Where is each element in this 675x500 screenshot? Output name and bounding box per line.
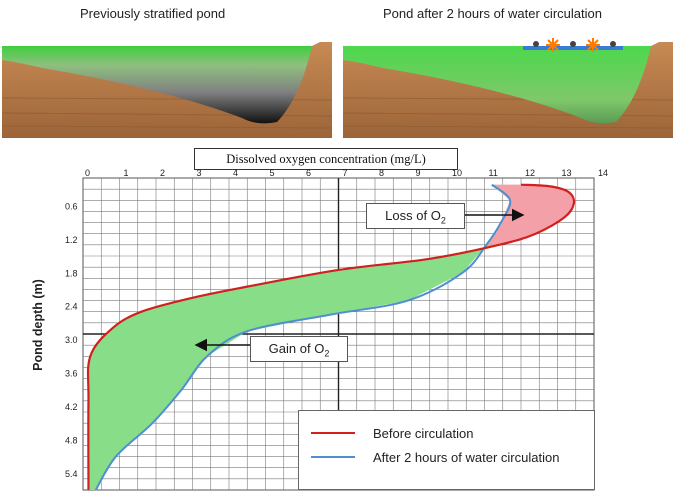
x-tick-label: 14 [598,168,608,178]
right-panel-title: Pond after 2 hours of water circulation [383,6,602,21]
loss-callout-text: Loss of O [385,208,441,223]
stratified-pond-illustration [2,38,332,138]
loss-callout: Loss of O2 [366,203,465,229]
left-panel-title: Previously stratified pond [80,6,226,21]
x-tick-label: 6 [306,168,311,178]
x-tick-label: 11 [489,168,498,178]
x-tick-label: 8 [379,168,384,178]
series-line-before-circulation [86,183,576,491]
y-tick-label: 3.6 [65,369,78,379]
y-axis-label: Pond depth (m) [31,279,45,371]
legend-label-before: Before circulation [373,425,474,441]
gain-callout: Gain of O2 [250,336,348,362]
x-tick-label: 5 [270,168,275,178]
oxygen-gain-region [88,244,500,490]
circulated-pond-illustration [343,38,673,138]
chart-title: Dissolved oxygen concentration (mg/L) [194,148,458,170]
y-tick-label: 0.6 [65,201,78,211]
y-tick-label: 4.2 [65,402,78,412]
x-tick-label: 4 [233,168,238,178]
x-tick-label: 9 [416,168,421,178]
x-tick-label: 1 [124,168,129,178]
x-tick-label: 3 [197,168,202,178]
oxygen-loss-region [486,184,575,245]
x-tick-label: 12 [525,168,535,178]
gain-callout-subscript: 2 [324,348,330,359]
loss-callout-subscript: 2 [440,215,446,226]
chart-legend: Before circulation After 2 hours of wate… [298,410,595,490]
legend-label-after: After 2 hours of water circulation [373,449,560,465]
series-line-after-circulation [94,183,512,491]
legend-item-before: Before circulation [311,424,473,442]
legend-swatch-after [311,456,355,458]
y-tick-label: 1.8 [65,268,78,278]
x-tick-label: 7 [343,168,348,178]
gain-callout-text: Gain of O [268,341,325,356]
x-tick-label: 2 [160,168,165,178]
x-tick-label: 0 [85,168,90,178]
x-tick-label: 10 [452,168,462,178]
y-tick-label: 3.0 [65,335,78,345]
y-tick-label: 4.8 [65,435,78,445]
x-tick-label: 13 [562,168,572,178]
y-tick-label: 1.2 [65,235,78,245]
legend-swatch-before [311,432,355,434]
legend-item-after: After 2 hours of water circulation [311,448,559,466]
y-tick-label: 2.4 [65,302,78,312]
aerator-icon [523,38,623,52]
y-tick-label: 5.4 [65,469,78,479]
